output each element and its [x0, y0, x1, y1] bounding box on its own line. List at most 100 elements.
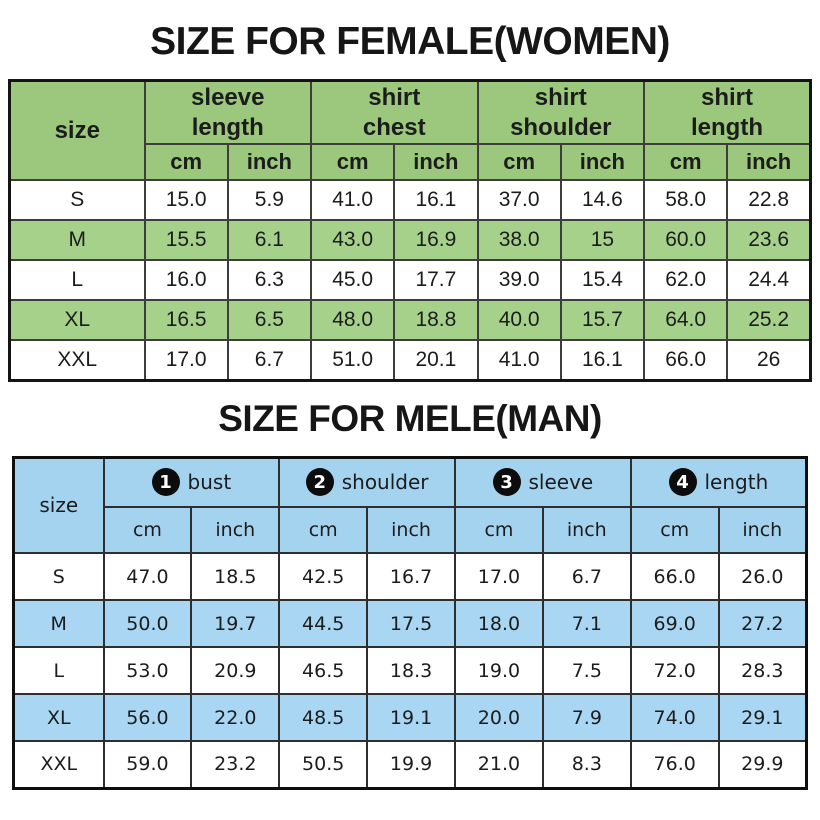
measurement-value: 44.5: [278, 599, 369, 649]
measurement-value: 58.0: [642, 179, 729, 222]
measurement-value: 17.7: [393, 259, 479, 302]
measurement-value: 23.2: [190, 740, 281, 790]
size-label: M: [8, 219, 146, 262]
size-row-XL: XL 56.0 22.0 48.5 19.1 20.0 7.9 74.0 29.1: [12, 693, 808, 743]
group-label: bust: [187, 470, 232, 495]
measurement-value: 26.0: [717, 552, 808, 602]
size-label: L: [8, 259, 146, 302]
unit-header-cm: cm: [102, 506, 193, 555]
sleeve-group-header: 3 sleeve: [454, 456, 632, 509]
size-label: XL: [8, 299, 146, 342]
size-row-XXL: XXL 59.0 23.2 50.5 19.9 21.0 8.3 76.0 29.9: [12, 740, 808, 790]
female-table-title: SIZE FOR FEMALE(WOMEN): [150, 20, 670, 63]
unit-header-inch: inch: [717, 506, 808, 555]
unit-header-inch: inch: [393, 143, 479, 182]
measurement-value: 17.0: [143, 339, 229, 382]
unit-header-inch: inch: [559, 143, 646, 182]
bust-group-header: 1 bust: [102, 456, 281, 509]
measurement-value: 19.1: [366, 693, 456, 743]
measurement-value: 17.0: [454, 552, 544, 602]
unit-header-cm: cm: [476, 143, 562, 182]
measurement-value: 29.9: [717, 740, 808, 790]
measurement-value: 16.7: [366, 552, 456, 602]
circled-number-3-icon: 3: [492, 468, 521, 497]
measurement-value: 76.0: [629, 740, 720, 790]
measurement-value: 62.0: [642, 259, 729, 302]
measurement-value: 18.5: [190, 552, 281, 602]
header-group-row: size 1 bust 2 shoulder 3 sleeve 4 length: [12, 456, 808, 555]
measurement-value: 15.7: [559, 299, 646, 342]
unit-header-row: cm inch cm inch cm inch cm inch: [14, 506, 808, 555]
measurement-value: 69.0: [629, 599, 720, 649]
measurement-value: 16.1: [393, 179, 479, 222]
unit-header-inch: inch: [541, 506, 632, 555]
unit-header-cm: cm: [143, 143, 229, 182]
size-row-L: L 53.0 20.9 46.5 18.3 19.0 7.5 72.0 28.3: [12, 646, 808, 696]
measurement-value: 45.0: [309, 259, 396, 302]
measurement-value: 18.8: [393, 299, 479, 342]
circled-number-2-icon: 2: [305, 468, 334, 497]
measurement-value: 41.0: [476, 339, 562, 382]
measurement-value: 16.9: [393, 219, 479, 262]
measurement-value: 16.0: [143, 259, 229, 302]
measurement-value: 15.4: [559, 259, 646, 302]
measurement-value: 59.0: [102, 740, 193, 790]
measurement-value: 21.0: [454, 740, 544, 790]
measurement-value: 48.5: [278, 693, 369, 743]
measurement-value: 7.1: [541, 599, 632, 649]
size-row-S: S 47.0 18.5 42.5 16.7 17.0 6.7 66.0 26.0: [12, 552, 808, 602]
unit-header-cm: cm: [309, 143, 396, 182]
measurement-value: 15.0: [143, 179, 229, 222]
unit-header-cm: cm: [642, 143, 729, 182]
measurement-value: 28.3: [717, 646, 808, 696]
measurement-value: 46.5: [278, 646, 369, 696]
measurement-value: 50.0: [102, 599, 193, 649]
size-label: M: [12, 599, 105, 649]
female-size-table: size sleeve length shirt chest shirt shoulder s…: [8, 78, 812, 382]
unit-header-cm: cm: [278, 506, 369, 555]
size-label: L: [12, 646, 105, 696]
shirt-length-group-header: shirt length: [643, 79, 812, 146]
measurement-value: 7.9: [541, 693, 632, 743]
measurement-value: 6.3: [226, 259, 313, 302]
measurement-value: 43.0: [309, 219, 396, 262]
measurement-value: 15: [559, 219, 646, 262]
measurement-value: 40.0: [476, 299, 562, 342]
measurement-value: 6.5: [226, 299, 313, 342]
size-row-L: L 16.0 6.3 45.0 17.7 39.0 15.4 62.0 24.4: [8, 259, 812, 302]
length-group-header: 4 length: [629, 456, 808, 509]
measurement-value: 26: [726, 339, 812, 382]
header-group-row: size sleeve length shirt chest shirt shoulder s…: [8, 79, 812, 182]
shirt-shoulder-group-header: shirt shoulder: [476, 79, 645, 146]
sleeve-length-group-header: sleeve length: [143, 79, 312, 146]
measurement-value: 37.0: [476, 179, 562, 222]
unit-header-inch: inch: [366, 506, 456, 555]
size-row-S: S 15.0 5.9 41.0 16.1 37.0 14.6 58.0 22.8: [8, 179, 812, 222]
measurement-value: 16.5: [143, 299, 229, 342]
measurement-value: 19.0: [454, 646, 544, 696]
group-label: shoulder: [341, 470, 429, 495]
group-label: sleeve length: [191, 84, 265, 141]
measurement-value: 24.4: [726, 259, 812, 302]
measurement-value: 64.0: [642, 299, 729, 342]
measurement-value: 23.6: [726, 219, 812, 262]
size-row-XXL: XXL 17.0 6.7 51.0 20.1 41.0 16.1 66.0 26: [8, 339, 812, 382]
group-label: sleeve: [528, 470, 594, 495]
measurement-value: 66.0: [642, 339, 729, 382]
male-size-table: size 1 bust 2 shoulder 3 sleeve 4 length cm inch cm…: [12, 455, 808, 790]
size-label: XL: [12, 693, 105, 743]
measurement-value: 19.7: [190, 599, 281, 649]
shoulder-group-header: 2 shoulder: [278, 456, 456, 509]
shirt-chest-group-header: shirt chest: [310, 79, 479, 146]
measurement-value: 29.1: [717, 693, 808, 743]
measurement-value: 18.3: [366, 646, 456, 696]
size-label: XXL: [8, 339, 146, 382]
group-label: shirt chest: [362, 84, 426, 141]
unit-header-inch: inch: [190, 506, 281, 555]
measurement-value: 22.8: [726, 179, 812, 222]
unit-header-cm: cm: [629, 506, 720, 555]
measurement-value: 56.0: [102, 693, 193, 743]
measurement-value: 6.7: [226, 339, 313, 382]
size-column-header: size: [12, 456, 105, 555]
